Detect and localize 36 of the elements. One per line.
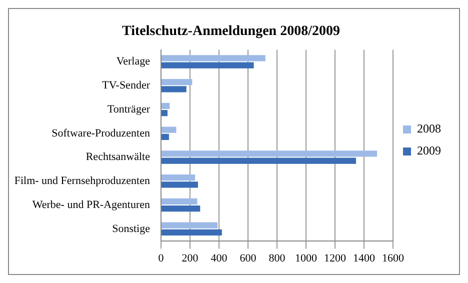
legend-label: 2009: [417, 144, 441, 158]
bar: [162, 86, 186, 92]
bar: [162, 126, 176, 133]
x-tick-label: 1000: [295, 252, 318, 264]
x-tick-label: 1400: [353, 252, 376, 264]
legend-label: 2008: [417, 122, 441, 136]
y-tick-label: TV-Sender: [102, 80, 150, 92]
bar: [162, 62, 254, 68]
chart-title: Titelschutz-Anmeldungen 2008/2009: [122, 24, 340, 40]
bar: [162, 182, 198, 188]
y-tick-label: Verlage: [116, 56, 150, 68]
y-tick-label: Film- und Fernsehproduzenten: [14, 175, 150, 188]
bar: [162, 78, 192, 86]
bar: [162, 222, 218, 228]
bar: [162, 134, 169, 140]
y-tick-label: Software-Produzenten: [52, 127, 150, 140]
bar: [162, 150, 378, 157]
bar: [162, 206, 200, 212]
y-tick-label: Werbe- und PR-Agenturen: [32, 198, 150, 211]
bar: [162, 55, 266, 62]
bar: [162, 174, 196, 181]
y-tick-label: Rechtsanwälte: [86, 151, 150, 164]
bar: [162, 102, 170, 109]
bar: [162, 198, 198, 204]
x-tick-label: 1600: [382, 252, 404, 264]
y-tick-label: Tonträger: [107, 103, 150, 116]
y-tick-label: Sonstige: [112, 222, 150, 235]
bar: [162, 229, 222, 236]
x-tick-label: 600: [240, 252, 257, 264]
x-tick-label: 1200: [324, 252, 346, 264]
x-tick-label: 0: [158, 252, 164, 264]
x-tick-label: 800: [268, 252, 286, 264]
x-tick-label: 400: [210, 252, 228, 264]
x-tick-label: 200: [182, 252, 199, 264]
bar: [162, 110, 168, 116]
bar: [162, 158, 356, 164]
